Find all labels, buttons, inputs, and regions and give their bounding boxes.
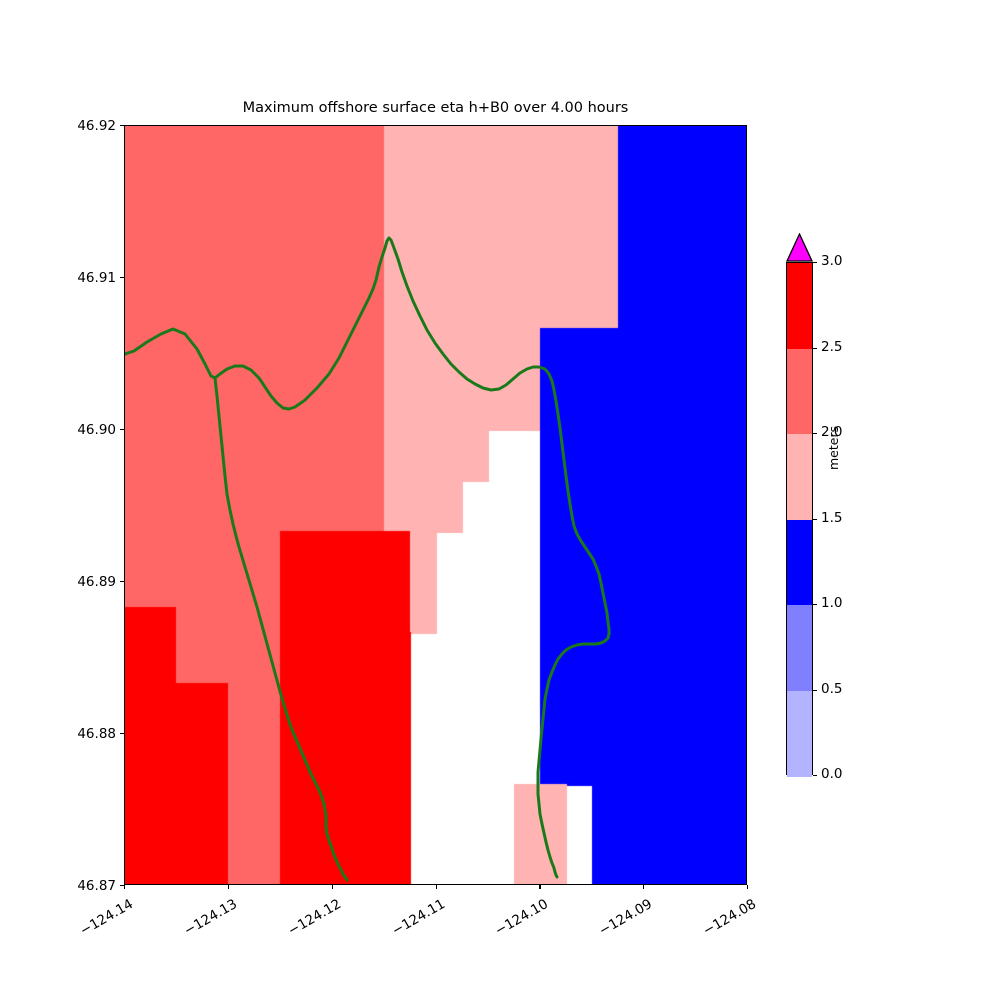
colorbar-tick-6 <box>813 775 817 777</box>
colorbar-tick-label-4: 1.0 <box>821 595 843 611</box>
x-tick-label-1: −124.13 <box>181 896 240 940</box>
coastline-path <box>125 236 611 879</box>
y-tick-1 <box>120 277 124 279</box>
coastline-overlay <box>125 236 611 882</box>
colorbar-band-0 <box>787 263 812 350</box>
y-tick-5 <box>120 885 124 887</box>
colorbar-band-3 <box>787 519 812 606</box>
y-tick-0 <box>120 125 124 127</box>
x-tick-label-3: −124.11 <box>389 896 448 940</box>
x-tick-label-2: −124.12 <box>285 896 344 940</box>
x-tick-label-6: −124.08 <box>700 896 759 940</box>
colorbar-tick-label-5: 0.5 <box>821 680 843 697</box>
x-tick-label-4: −124.10 <box>492 896 551 940</box>
colorbar-tick-label-1: 2.5 <box>821 338 843 355</box>
colorbar-tick-label-0: 3.0 <box>821 253 843 269</box>
y-tick-label-4: 46.88 <box>77 726 116 742</box>
x-tick-label-5: −124.09 <box>596 896 655 940</box>
colorbar-tick-0 <box>813 262 817 264</box>
x-tick-2 <box>331 885 333 889</box>
x-tick-0 <box>124 885 126 889</box>
map-axes[interactable] <box>124 125 747 885</box>
x-tick-5 <box>643 885 645 889</box>
colorbar-band-4 <box>787 605 812 692</box>
x-tick-3 <box>435 885 437 889</box>
y-tick-label-2: 46.90 <box>77 422 116 438</box>
y-tick-3 <box>120 581 124 583</box>
colorbar-band-1 <box>787 348 812 435</box>
colorbar-tick-2 <box>813 433 817 435</box>
colorbar-band-5 <box>787 690 812 777</box>
x-tick-1 <box>227 885 230 889</box>
y-tick-4 <box>120 733 124 735</box>
y-tick-label-5: 46.87 <box>77 878 116 894</box>
colorbar-band-2 <box>787 434 812 521</box>
colorbar-axis-label: meters <box>826 425 841 470</box>
coastline-path-west <box>213 376 349 882</box>
x-tick-label-0: −124.14 <box>77 896 136 940</box>
colorbar-tick-1 <box>813 347 817 349</box>
y-tick-label-0: 46.92 <box>77 118 116 134</box>
colorbar-extend-over-arrow <box>786 233 813 262</box>
colorbar-tick-5 <box>813 689 817 691</box>
y-tick-label-3: 46.89 <box>77 574 116 590</box>
colorbar-tick-label-6: 0.0 <box>821 766 843 782</box>
colorbar-tick-3 <box>813 518 817 520</box>
x-tick-4 <box>539 885 541 889</box>
y-tick-2 <box>120 429 124 431</box>
colorbar-tick-label-2: 2.0 <box>821 424 843 440</box>
colorbar-tick-4 <box>813 604 817 606</box>
page-title: Maximum offshore surface eta h+B0 over 4… <box>242 100 629 116</box>
x-tick-6 <box>746 885 749 889</box>
y-tick-label-1: 46.91 <box>77 270 116 286</box>
colorbar[interactable] <box>786 262 813 777</box>
colorbar-tick-label-3: 1.5 <box>821 509 843 526</box>
